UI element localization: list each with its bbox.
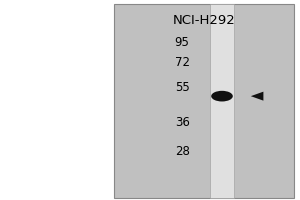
- Polygon shape: [251, 92, 263, 101]
- Text: 55: 55: [175, 81, 190, 94]
- Text: 28: 28: [175, 145, 190, 158]
- Text: 36: 36: [175, 116, 190, 129]
- Bar: [114, 4, 294, 198]
- Text: 72: 72: [175, 56, 190, 69]
- Text: NCI-H292: NCI-H292: [172, 14, 236, 27]
- Text: 95: 95: [175, 36, 190, 49]
- Bar: [210, 4, 234, 198]
- Ellipse shape: [211, 91, 233, 101]
